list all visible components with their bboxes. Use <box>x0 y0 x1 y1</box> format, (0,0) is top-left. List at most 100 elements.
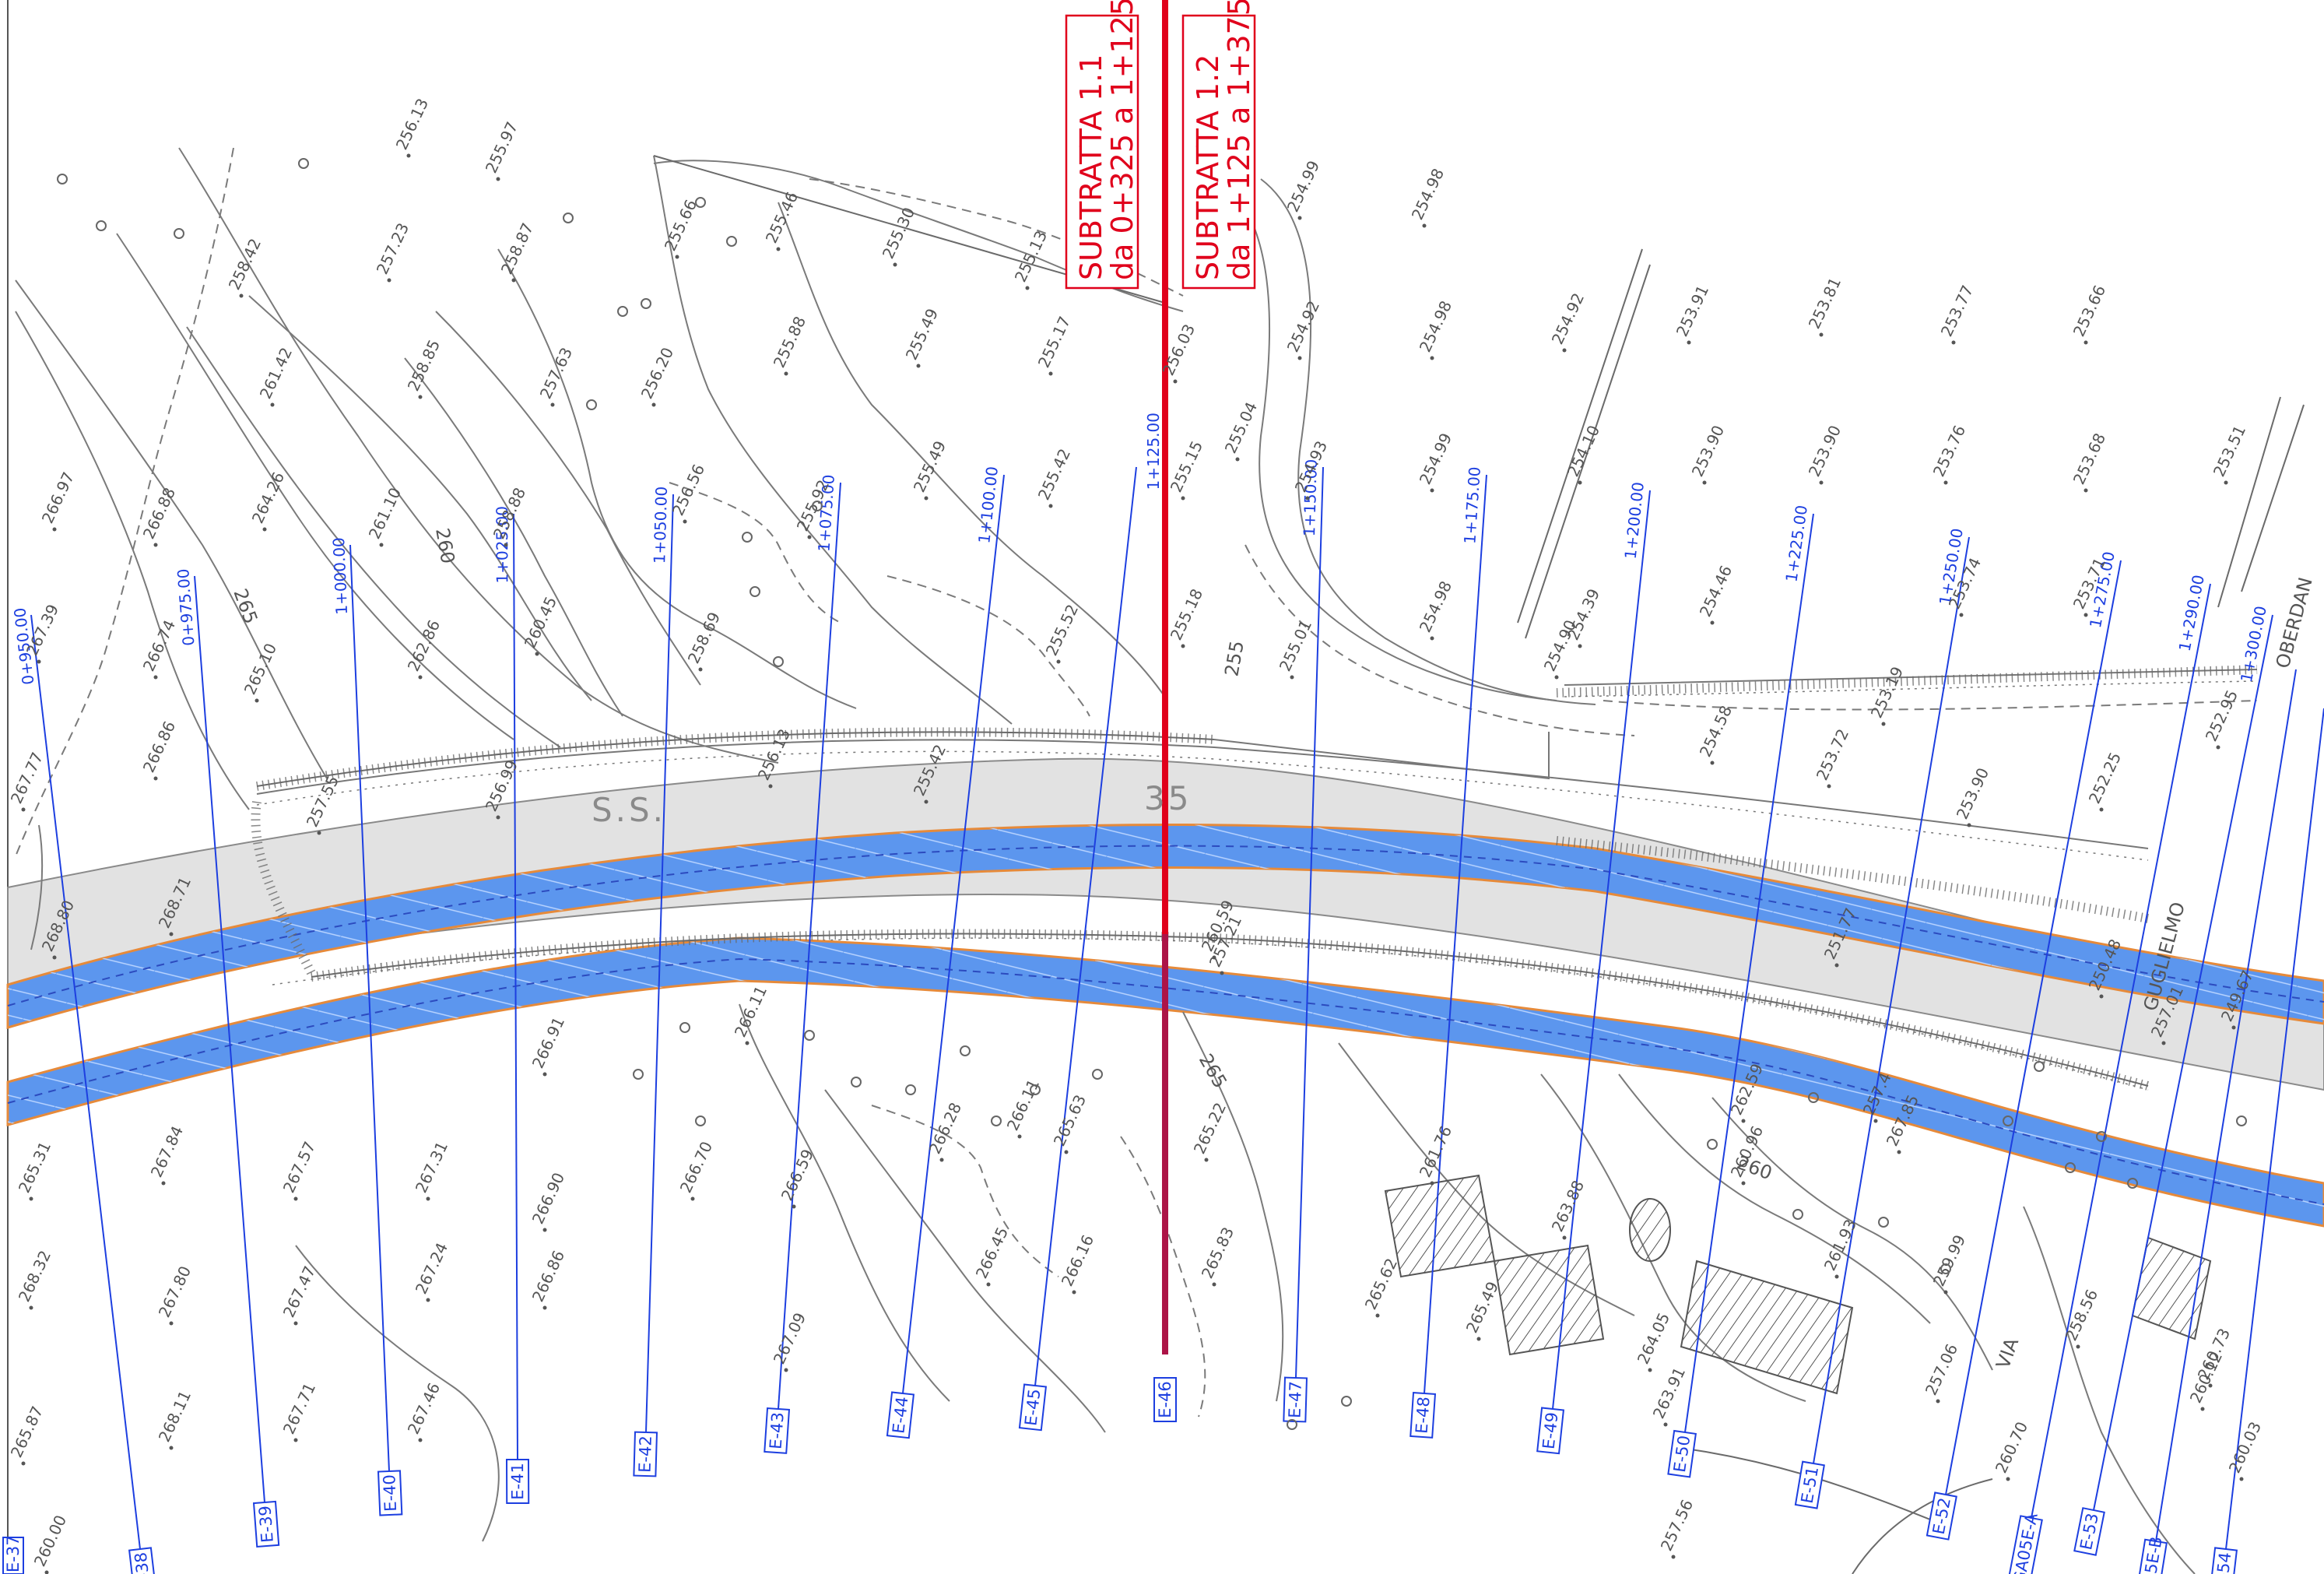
subtratta-label-1: SUBTRATTA 1.1 da 0+325 a 1+125 <box>1065 0 1139 290</box>
spot-elevation-value: 253.51 <box>2210 423 2249 480</box>
spot-elevation: 266.97 <box>38 469 78 532</box>
section-line <box>645 494 674 1433</box>
spot-elevation-value: 253.90 <box>1953 765 1992 823</box>
spot-elevation-value: 253.19 <box>1867 664 1907 722</box>
chainage-label: 1+125.00 <box>1144 413 1163 490</box>
section-tag: E-48 <box>1409 1391 1437 1439</box>
spot-elevation-value: 254.98 <box>1408 166 1448 223</box>
spot-elevation: 254.99 <box>1416 430 1455 493</box>
section-label: E-44 <box>889 1396 911 1435</box>
spot-elevation-value: 264.26 <box>248 469 288 527</box>
spot-elevation-value: 255.17 <box>1034 314 1074 371</box>
terrain-point <box>1878 1217 1889 1228</box>
terrain-point <box>679 1022 690 1033</box>
section-E-43: 1+075.00E-43 <box>764 474 841 1454</box>
spot-elevation: 255.49 <box>910 438 950 501</box>
terrain-point <box>298 158 309 169</box>
spot-elevation-value: 267.09 <box>770 1310 809 1368</box>
section-tag: E-39 <box>252 1500 280 1548</box>
spot-elevation-value: 267.71 <box>279 1380 319 1438</box>
spot-elevation-value: 263.88 <box>1548 1178 1588 1235</box>
spot-elevation: 254.98 <box>1416 578 1455 641</box>
spot-elevation: 260.45 <box>521 594 560 656</box>
subtratta-range: da 1+125 a 1+375 <box>1222 0 1256 280</box>
terrain-point <box>1092 1069 1103 1080</box>
spot-elevation-value: 254.98 <box>1416 298 1455 356</box>
subtratta-range: da 0+325 a 1+125 <box>1105 0 1139 280</box>
spot-elevation-value: 255.04 <box>1221 399 1261 457</box>
spot-elevation: 268.32 <box>15 1248 54 1310</box>
section-E-41: 1+025.00 E-41 <box>493 506 530 1505</box>
section-E-45: E-45 <box>1018 466 1137 1432</box>
spot-elevation-value: 265.63 <box>1050 1092 1090 1150</box>
section-E-53: 1+300.00 E-53 <box>2073 604 2273 1556</box>
spot-elevation-value: 260.70 <box>1992 1419 2031 1477</box>
spot-elevation: 253.77 <box>1937 283 1977 345</box>
spot-elevation-value: 255.01 <box>1276 617 1315 675</box>
spot-elevation: 268.11 <box>155 1388 195 1450</box>
spot-elevation: 265.87 <box>7 1404 47 1466</box>
section-tag: E-38 <box>128 1547 157 1574</box>
spot-elevation-value: 255.49 <box>910 438 950 496</box>
spot-elevation: 267.47 <box>279 1263 319 1326</box>
spot-elevation-value: 256.13 <box>392 96 432 153</box>
spot-elevation: 255.52 <box>1042 602 1082 664</box>
section-E-40: 1+000.00 E-40 <box>329 537 403 1516</box>
spot-elevation-value: 257.63 <box>536 345 576 402</box>
spot-elevation-value: 265.10 <box>240 641 280 698</box>
spot-elevation: 265.22 <box>1190 1100 1230 1162</box>
spot-elevation: 255.88 <box>770 314 809 376</box>
spot-elevation-value: 265.49 <box>1462 1279 1502 1337</box>
contour-label: 265 <box>229 585 262 627</box>
spot-elevation: 267.09 <box>770 1310 809 1372</box>
section-label: E-54 <box>2212 1551 2234 1574</box>
section-E-51: 1+250.00E-51 <box>1794 527 1970 1509</box>
spot-elevation: 254.10 <box>1564 423 1603 485</box>
spot-elevation-value: 266.86 <box>528 1248 568 1305</box>
contour-label: 265 <box>1195 1050 1231 1092</box>
section-line <box>1552 490 1651 1410</box>
contour-label: 260 <box>431 526 459 565</box>
spot-elevation: 260.70 <box>1992 1419 2031 1481</box>
spot-elevation: 266.86 <box>139 718 179 781</box>
section-line <box>30 614 141 1550</box>
terrain-point <box>851 1077 862 1087</box>
terrain-point <box>633 1069 644 1080</box>
section-tag: E-47 <box>1283 1376 1308 1423</box>
spot-elevation: 267.57 <box>279 1139 319 1201</box>
spot-elevation-value: 255.30 <box>879 205 918 262</box>
section-GA05E-B: GA05E-B <box>2134 669 2297 1574</box>
spot-elevation-value: 256.56 <box>669 462 708 519</box>
terrain-point <box>1792 1209 1803 1220</box>
section-line <box>2155 669 2297 1542</box>
spot-elevation-value: 260.03 <box>2225 1419 2265 1477</box>
spot-elevation-value: 267.24 <box>412 1240 451 1298</box>
spot-elevation: 256.20 <box>637 345 677 407</box>
spot-elevation-value: 253.68 <box>2069 430 2109 488</box>
terrain-point <box>960 1045 971 1056</box>
spot-elevation: 266.59 <box>778 1147 817 1209</box>
spot-elevation-value: 256.20 <box>637 345 677 402</box>
spot-elevation-value: 255.97 <box>482 119 521 177</box>
section-tag: E-49 <box>1536 1407 1565 1455</box>
section-label: E-48 <box>1413 1396 1434 1434</box>
terrain-point <box>773 656 784 667</box>
spot-elevation-value: 257.23 <box>373 220 412 278</box>
spot-elevation-value: 266.59 <box>778 1147 817 1204</box>
spot-elevation: 253.90 <box>1688 423 1728 485</box>
spot-elevation: 260.00 <box>30 1513 70 1574</box>
spot-elevation-value: 260.45 <box>521 594 560 652</box>
spot-elevation-value: 258.87 <box>497 220 537 278</box>
spot-elevation: 256.56 <box>669 462 708 524</box>
spot-elevation: 255.13 <box>1011 228 1051 290</box>
terrain-point <box>2003 1116 2013 1126</box>
spot-elevation: 261.93 <box>1820 1217 1860 1279</box>
spot-elevation: 261.76 <box>1416 1123 1455 1186</box>
spot-elevation-value: 258.56 <box>2062 1287 2101 1344</box>
chainage-label: 1+000.00 <box>329 537 351 615</box>
terrain-point <box>57 174 68 184</box>
section-label: E-46 <box>1156 1381 1174 1418</box>
section-tag: E-45 <box>1018 1383 1048 1432</box>
section-label: E-49 <box>1539 1411 1562 1450</box>
